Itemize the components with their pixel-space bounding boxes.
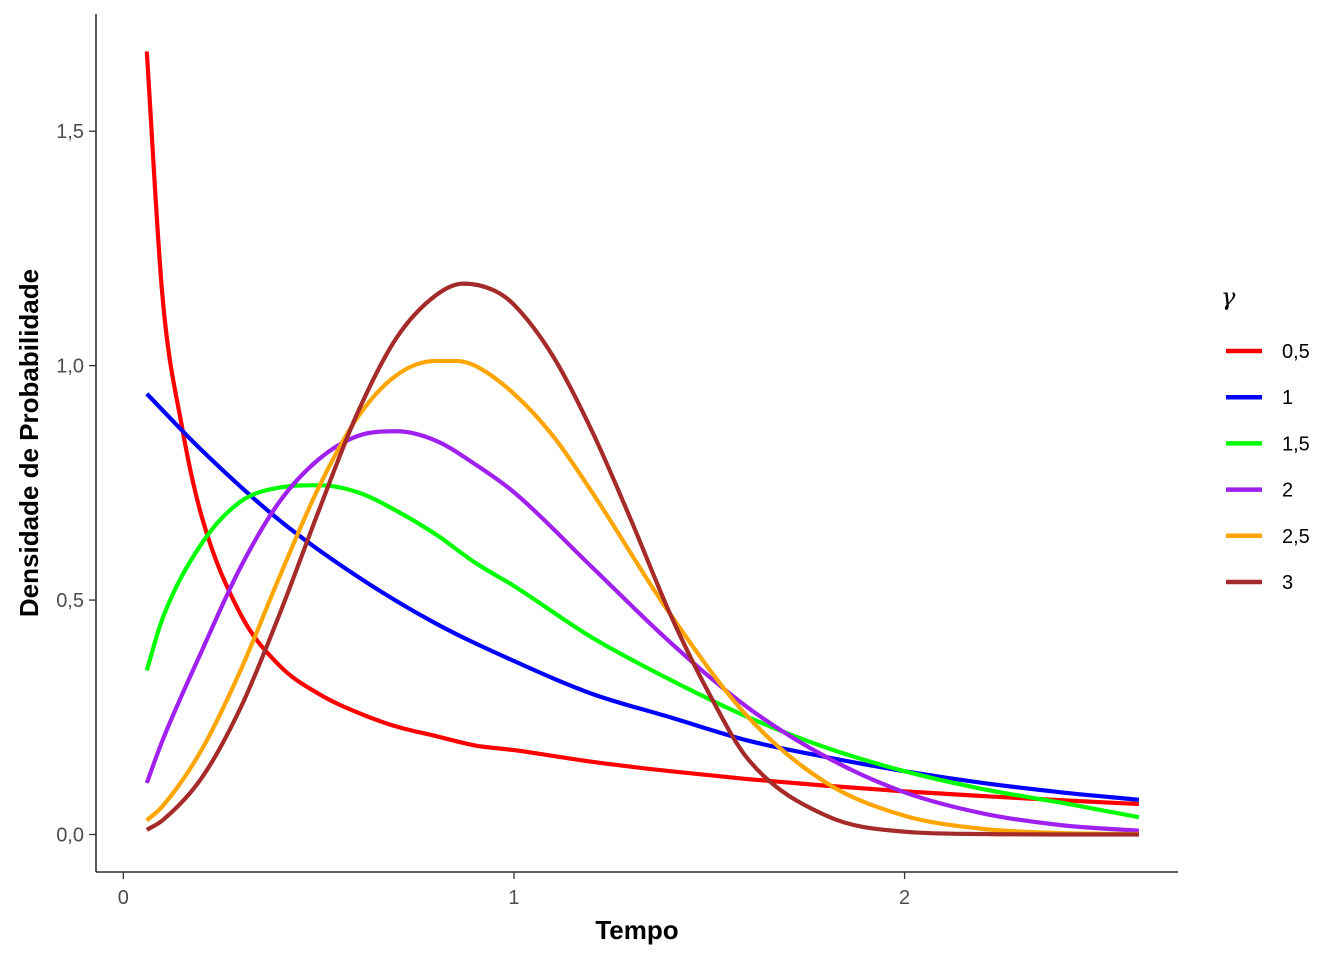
legend-title: γ	[1221, 283, 1236, 311]
x-tick-label: 1	[508, 887, 519, 909]
x-axis-title: Tempo	[595, 915, 678, 945]
y-axis-title: Densidade de Probabilidade	[14, 269, 44, 617]
series-line-4	[144, 429, 1140, 833]
legend-label-4: 2	[1282, 480, 1293, 502]
y-axis-ticks: 0,0 0,5 1,0 1,5	[56, 121, 96, 846]
legend-label-3: 1,5	[1282, 433, 1310, 455]
y-tick-label: 0,0	[56, 824, 84, 846]
series-line-5	[145, 358, 1139, 837]
y-tick-label: 0,5	[56, 590, 84, 612]
x-tick-label: 0	[118, 887, 129, 909]
legend-label-5: 2,5	[1282, 526, 1310, 548]
series-line-6	[145, 281, 1139, 837]
legend: γ 0,5 1 1,5 2 2,5 3	[1221, 283, 1310, 594]
series-lines	[144, 51, 1140, 837]
legend-label-2: 1	[1282, 387, 1293, 409]
x-tick-label: 2	[899, 887, 910, 909]
x-axis-ticks: 0 1 2	[118, 872, 910, 909]
y-tick-label: 1,5	[56, 121, 84, 143]
legend-label-1: 0,5	[1282, 341, 1310, 363]
series-line-3	[144, 483, 1140, 820]
legend-label-6: 3	[1282, 572, 1293, 594]
series-line-2	[145, 392, 1140, 802]
series-line-1	[144, 51, 1140, 807]
y-tick-label: 1,0	[56, 356, 84, 378]
